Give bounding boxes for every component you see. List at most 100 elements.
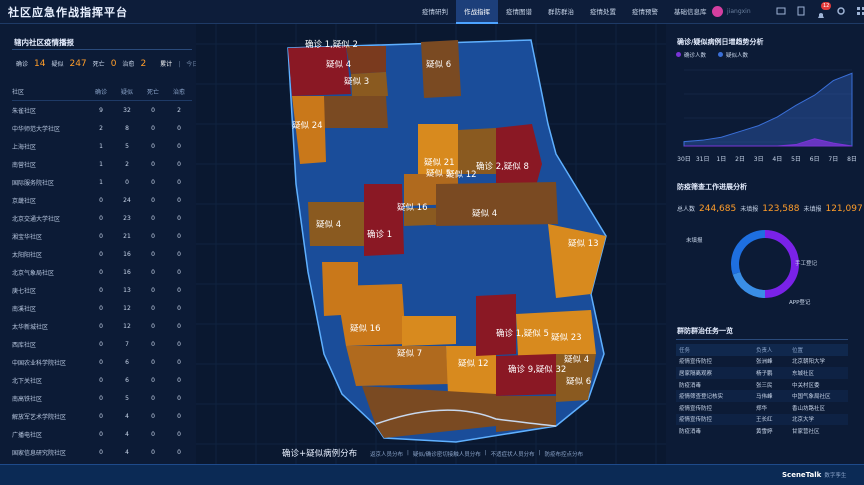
notification-badge: 12 — [821, 2, 832, 10]
table-row[interactable]: 太阳阳社区 0 16 0 0 — [12, 245, 192, 263]
task-row[interactable]: 疫情筛查登记核实 马伟峰 中国气象局社区 — [676, 390, 848, 402]
table-cell: 24 — [123, 196, 131, 204]
task-row[interactable]: 居家隔离观察 杨子鹏 东城社区 — [676, 367, 848, 379]
table-cell: 0 — [99, 448, 103, 456]
tab-cumulative[interactable]: 累计 — [160, 61, 173, 68]
map-case-label: 疑似 12 — [458, 358, 489, 369]
trend-title: 确诊/疑似病例日增趋势分析 — [677, 38, 764, 46]
table-row[interactable]: 京畿社区 0 24 0 0 — [12, 191, 192, 209]
donut-label-unfilled: 未填报 — [686, 238, 703, 244]
map-case-label: 确诊 1,疑似 5 — [496, 328, 549, 339]
nav-item-6[interactable]: 基础信息库 — [674, 8, 707, 16]
suspected-count: 247 — [69, 59, 87, 69]
table-cell: 0 — [177, 214, 181, 222]
nav-item-0[interactable]: 疫情研判 — [422, 8, 448, 16]
table-row[interactable]: 国际服务院社区 1 0 0 0 — [12, 173, 192, 191]
series-area-1 — [683, 72, 853, 147]
table-row[interactable]: 庚七社区 0 13 0 0 — [12, 281, 192, 299]
table-row[interactable]: 中国农业科学院社区 0 6 0 0 — [12, 353, 192, 371]
table-row[interactable]: 南高铁社区 0 5 0 0 — [12, 389, 192, 407]
x-tick-label: 6日 — [810, 156, 820, 163]
table-cell: 北京交通大学社区 — [12, 215, 61, 223]
x-tick-label: 7日 — [828, 156, 838, 163]
table-cell: 0 — [151, 376, 155, 384]
nav-item-3[interactable]: 群防群治 — [548, 8, 574, 16]
map-layer-tab-2[interactable]: 疑似/确诊密切接触人员分布 — [412, 452, 481, 458]
grid-icon[interactable] — [856, 6, 864, 16]
table-cell: 0 — [177, 232, 181, 240]
map-case-label: 疑似 3 — [344, 76, 369, 87]
table-cell: 解放军艺术学院社区 — [12, 413, 67, 421]
filled-count: 121,097 — [825, 204, 863, 214]
avatar[interactable] — [712, 6, 723, 17]
left-panel-title: 辖内社区疫情播报 — [14, 38, 74, 47]
tab-today[interactable]: 今日 — [186, 61, 199, 68]
table-cell: 湘宝华社区 — [12, 233, 43, 241]
map-case-label: 疑似 12 — [446, 169, 477, 180]
table-row[interactable]: 湘宝华社区 0 21 0 0 — [12, 227, 192, 245]
table-row[interactable]: 南溪社区 0 12 0 0 — [12, 299, 192, 317]
table-row[interactable]: 太华新城社区 0 12 0 0 — [12, 317, 192, 335]
table-cell: 1 — [99, 142, 103, 150]
document-icon[interactable] — [796, 6, 806, 16]
table-cell: 国际服务院社区 — [12, 179, 55, 187]
table-cell: 2 — [177, 106, 181, 114]
map-layer-tab-6[interactable]: 防疫布控点分布 — [544, 452, 583, 458]
table-cell: 6 — [125, 358, 129, 366]
table-cell: 0 — [99, 232, 103, 240]
table-row[interactable]: 解放军艺术学院社区 0 4 0 0 — [12, 407, 192, 425]
table-cell: 北京气象局社区 — [12, 269, 55, 277]
table-cell: 0 — [177, 322, 181, 330]
table-cell: 4 — [125, 412, 129, 420]
table-row[interactable]: 西库社区 0 7 0 0 — [12, 335, 192, 353]
table-cell: 0 — [151, 250, 155, 258]
series-area-0 — [684, 138, 853, 147]
nav-item-4[interactable]: 疫情处置 — [590, 8, 616, 16]
table-row[interactable]: 北京气象局社区 0 16 0 0 — [12, 263, 192, 281]
table-cell: 16 — [123, 268, 131, 276]
table-cell: 南营社区 — [12, 161, 37, 169]
table-cell: 0 — [151, 142, 155, 150]
task-row[interactable]: 疫情宣传防控 郑华 香山坊路社区 — [676, 402, 848, 414]
table-cell: 0 — [99, 214, 103, 222]
table-row[interactable]: 北京交通大学社区 0 23 0 0 — [12, 209, 192, 227]
table-row[interactable]: 北下关社区 0 6 0 0 — [12, 371, 192, 389]
table-cell: 0 — [177, 412, 181, 420]
map-layer-tab-0[interactable]: 返京人员分布 — [370, 452, 404, 458]
table-cell: 0 — [177, 178, 181, 186]
table-row[interactable]: 南营社区 1 2 0 0 — [12, 155, 192, 173]
task-cell: 北京朝阳大学 — [792, 359, 826, 366]
monitor-icon[interactable] — [776, 6, 786, 16]
task-row[interactable]: 疫情宣传防控 王长红 北京大学 — [676, 413, 848, 426]
x-tick-label: 5日 — [791, 156, 801, 163]
task-cell: 中国气象局社区 — [792, 394, 831, 401]
app-title: 社区应急作战指挥平台 — [8, 6, 128, 19]
table-row[interactable]: 中华师范大学社区 2 8 0 0 — [12, 119, 192, 137]
map-case-label: 疑似 4 — [564, 354, 589, 365]
table-cell: 0 — [177, 304, 181, 312]
table-cell: 0 — [177, 340, 181, 348]
nav-item-5[interactable]: 疫情预警 — [632, 8, 658, 16]
table-row[interactable]: 朱雀社区 9 32 0 2 — [12, 101, 192, 119]
table-row[interactable]: 国家信息研究院社区 0 4 0 0 — [12, 443, 192, 461]
task-cell: 马伟峰 — [756, 394, 773, 401]
task-cell: 疫情宣传防控 — [679, 405, 713, 412]
nav-item-2[interactable]: 疫情图谱 — [506, 8, 532, 16]
task-row[interactable]: 防疫消毒 黄雪婷 甘家营社区 — [676, 425, 848, 437]
task-row[interactable]: 防疫消毒 张三民 中关村区委 — [676, 379, 848, 391]
task-cell: 防疫消毒 — [679, 428, 702, 435]
task-row[interactable]: 疫情宣传防控 张洲峰 北京朝阳大学 — [676, 356, 848, 368]
nav-item-1[interactable]: 作战指挥 — [456, 0, 498, 24]
map-case-label: 疑似 16 — [397, 202, 428, 213]
user-name: jiangxin — [727, 8, 751, 15]
table-cell: 0 — [177, 376, 181, 384]
map-layer-tab-4[interactable]: 不适症状人员分布 — [490, 452, 535, 458]
bell-icon[interactable]: 12 — [816, 2, 832, 18]
user-menu[interactable]: jiangxin — [712, 6, 751, 17]
table-row[interactable]: 上海社区 1 5 0 0 — [12, 137, 192, 155]
table-row[interactable]: 广播电社区 0 4 0 0 — [12, 425, 192, 443]
table-cell: 2 — [125, 160, 129, 168]
table-cell: 南溪社区 — [12, 305, 37, 313]
gear-icon[interactable] — [836, 6, 846, 16]
